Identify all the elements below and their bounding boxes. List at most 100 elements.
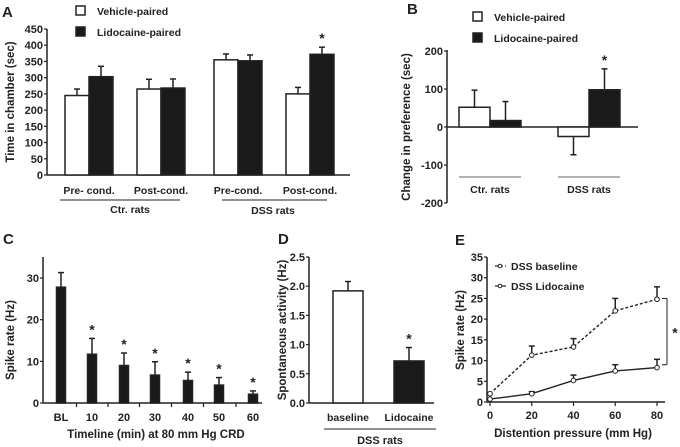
d-y-axis-tick-label: 0.0 bbox=[290, 398, 305, 410]
c-bar bbox=[86, 353, 98, 404]
e-y-axis-tick-label: 5 bbox=[477, 376, 483, 388]
c-significance-star: * bbox=[152, 345, 158, 361]
c-significance-star: * bbox=[216, 361, 222, 377]
c-y-axis-tick-label: 20 bbox=[27, 315, 39, 327]
d-group-label: DSS rats bbox=[357, 435, 403, 447]
e-y-axis-tick-label: 35 bbox=[471, 252, 483, 264]
c-significance-star: * bbox=[121, 336, 127, 352]
e-series-baseline-point bbox=[528, 352, 535, 358]
c-significance-star: * bbox=[89, 321, 95, 337]
d-category-label: Lidocaine bbox=[384, 412, 433, 424]
b-y-axis-tick-label: -200 bbox=[421, 198, 443, 210]
b-y-axis-tick-label: 0 bbox=[437, 122, 443, 134]
c-x-tick-label: 10 bbox=[86, 412, 98, 424]
e-x-tick-label: 20 bbox=[526, 410, 538, 422]
a-y-axis-tick-label: 250 bbox=[25, 89, 43, 101]
b-legend-lidocaine-swatch bbox=[472, 32, 483, 43]
c-x-tick-label: 20 bbox=[118, 412, 130, 424]
a-bar-lidocaine bbox=[309, 53, 335, 176]
c-bar bbox=[213, 384, 225, 404]
e-x-tick-label: 0 bbox=[487, 410, 493, 422]
e-x-tick-label: 40 bbox=[567, 410, 579, 422]
a-y-axis-tick-label: 300 bbox=[25, 73, 43, 85]
d-y-axis-tick-label: 2.5 bbox=[290, 252, 305, 264]
e-series-baseline-point bbox=[612, 308, 619, 314]
e-series-baseline-legend-marker bbox=[497, 263, 503, 269]
panel-label-c: C bbox=[3, 231, 14, 248]
c-x-tick-label: 40 bbox=[182, 412, 194, 424]
a-bar-vehicle bbox=[136, 88, 162, 176]
a-legend-lidocaine-label: Lidocaine-paired bbox=[97, 27, 181, 39]
panel-label-b: B bbox=[407, 1, 418, 18]
c-bar bbox=[118, 364, 130, 404]
b-bar-lidocaine bbox=[489, 119, 522, 128]
e-y-axis-tick-label: 20 bbox=[471, 314, 483, 326]
d-y-axis-title: Spontaneous activity (Hz) bbox=[277, 260, 289, 401]
c-significance-star: * bbox=[250, 374, 256, 390]
b-legend-vehicle-swatch bbox=[472, 11, 483, 22]
c-bar bbox=[55, 286, 67, 404]
b-y-axis-tick-label: -100 bbox=[421, 160, 443, 172]
a-bar-lidocaine bbox=[237, 60, 263, 176]
b-bar-lidocaine bbox=[588, 89, 621, 128]
e-series-baseline-line bbox=[489, 298, 658, 395]
c-y-axis-tick-label: 10 bbox=[27, 356, 39, 368]
a-bar-vehicle bbox=[213, 59, 239, 176]
d-category-label: baseline bbox=[327, 412, 369, 424]
e-series-lidocaine-point bbox=[570, 377, 577, 384]
b-bar-vehicle bbox=[458, 106, 491, 128]
b-y-axis-tick-label: 200 bbox=[425, 46, 443, 58]
a-bar-vehicle bbox=[64, 94, 90, 176]
b-bar-vehicle bbox=[557, 126, 590, 138]
a-y-axis-tick-label: 450 bbox=[25, 24, 43, 36]
e-series-baseline-legend-label: DSS baseline bbox=[511, 261, 578, 273]
d-bar-baseline bbox=[332, 290, 364, 404]
a-group-label: Ctr. rats bbox=[110, 204, 150, 216]
e-series-lidocaine-point bbox=[654, 364, 660, 371]
b-legend-lidocaine-label: Lidocaine-paired bbox=[494, 33, 578, 45]
a-legend-lidocaine-swatch bbox=[75, 26, 86, 37]
c-y-axis-tick-label: 0 bbox=[33, 398, 39, 410]
a-y-axis-title: Time in chamber (sec) bbox=[5, 41, 17, 162]
a-y-axis-tick-label: 200 bbox=[25, 105, 43, 117]
d-y-axis-tick-label: 0.5 bbox=[290, 369, 305, 381]
e-series-lidocaine-legend-marker bbox=[497, 283, 503, 289]
e-series-lidocaine-point bbox=[612, 368, 619, 374]
e-series-lidocaine-point bbox=[528, 390, 535, 397]
e-series-baseline-point bbox=[570, 344, 577, 350]
e-x-tick-label: 80 bbox=[651, 410, 663, 422]
d-y-axis-tick-label: 1.0 bbox=[290, 340, 305, 352]
a-significance-star: * bbox=[319, 30, 325, 46]
a-bar-vehicle bbox=[285, 93, 311, 176]
a-y-axis-tick-label: 150 bbox=[25, 121, 43, 133]
e-series-baseline-point bbox=[487, 390, 493, 397]
e-x-tick-label: 60 bbox=[609, 410, 621, 422]
a-y-axis-tick-label: 50 bbox=[31, 154, 43, 166]
e-y-axis-tick-label: 30 bbox=[471, 273, 483, 285]
c-y-axis-tick-label: 30 bbox=[27, 273, 39, 285]
a-category-label: Post-cond. bbox=[134, 185, 188, 197]
c-x-tick-label: BL bbox=[54, 412, 69, 424]
e-series-lidocaine-point bbox=[487, 396, 493, 402]
e-significance-star: * bbox=[672, 325, 678, 341]
c-bar bbox=[247, 393, 259, 404]
d-y-axis-tick-label: 2.0 bbox=[290, 281, 305, 293]
e-y-axis-tick-label: 25 bbox=[471, 293, 483, 305]
b-significance-star: * bbox=[602, 52, 608, 68]
c-significance-star: * bbox=[185, 355, 191, 371]
e-y-axis-tick-label: 10 bbox=[471, 356, 483, 368]
a-bar-lidocaine bbox=[160, 87, 186, 176]
a-legend-vehicle-label: Vehicle-paired bbox=[97, 6, 168, 18]
a-legend-vehicle-swatch bbox=[75, 5, 86, 16]
e-y-axis-title: Spike rate (Hz) bbox=[455, 290, 467, 370]
a-y-axis-tick-label: 100 bbox=[25, 138, 43, 150]
c-bar bbox=[149, 374, 161, 404]
d-y-axis-tick-label: 1.5 bbox=[290, 310, 305, 322]
e-series-baseline-point bbox=[654, 296, 660, 303]
a-category-label: Pre- cond. bbox=[63, 185, 114, 197]
e-series-lidocaine-legend-label: DSS Lidocaine bbox=[511, 281, 585, 293]
a-group-label: DSS rats bbox=[251, 205, 295, 217]
e-y-axis-tick-label: 15 bbox=[471, 335, 483, 347]
c-x-axis-title: Timeline (min) at 80 mm Hg CRD bbox=[67, 429, 244, 441]
